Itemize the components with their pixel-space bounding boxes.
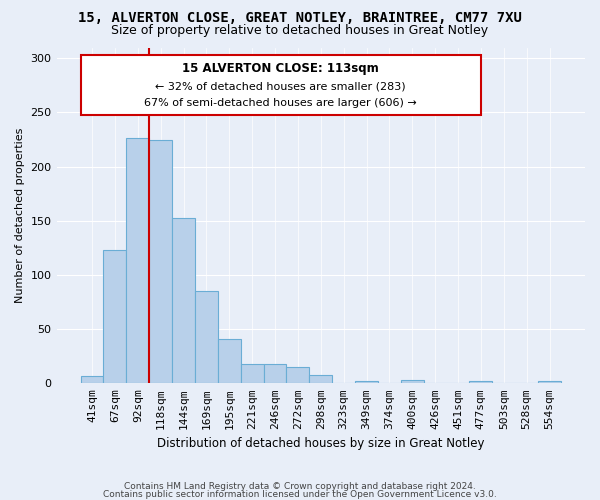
Bar: [355, 381, 378, 384]
Text: Contains public sector information licensed under the Open Government Licence v3: Contains public sector information licen…: [103, 490, 497, 499]
Text: 15, ALVERTON CLOSE, GREAT NOTLEY, BRAINTREE, CM77 7XU: 15, ALVERTON CLOSE, GREAT NOTLEY, BRAINT…: [78, 11, 522, 25]
Bar: [195, 291, 218, 384]
Bar: [286, 367, 310, 384]
Bar: [241, 364, 263, 384]
Bar: [172, 218, 195, 384]
Bar: [218, 339, 241, 384]
Bar: [149, 140, 172, 384]
Bar: [469, 381, 493, 384]
FancyBboxPatch shape: [80, 55, 481, 114]
Bar: [310, 374, 332, 384]
Bar: [103, 250, 127, 384]
Text: 67% of semi-detached houses are larger (606) →: 67% of semi-detached houses are larger (…: [145, 98, 417, 108]
Text: Size of property relative to detached houses in Great Notley: Size of property relative to detached ho…: [112, 24, 488, 37]
Text: 15 ALVERTON CLOSE: 113sqm: 15 ALVERTON CLOSE: 113sqm: [182, 62, 379, 76]
Bar: [263, 364, 286, 384]
Bar: [401, 380, 424, 384]
Text: Contains HM Land Registry data © Crown copyright and database right 2024.: Contains HM Land Registry data © Crown c…: [124, 482, 476, 491]
Bar: [127, 138, 149, 384]
Bar: [80, 376, 103, 384]
Bar: [538, 381, 561, 384]
X-axis label: Distribution of detached houses by size in Great Notley: Distribution of detached houses by size …: [157, 437, 485, 450]
Y-axis label: Number of detached properties: Number of detached properties: [15, 128, 25, 303]
Text: ← 32% of detached houses are smaller (283): ← 32% of detached houses are smaller (28…: [155, 81, 406, 91]
